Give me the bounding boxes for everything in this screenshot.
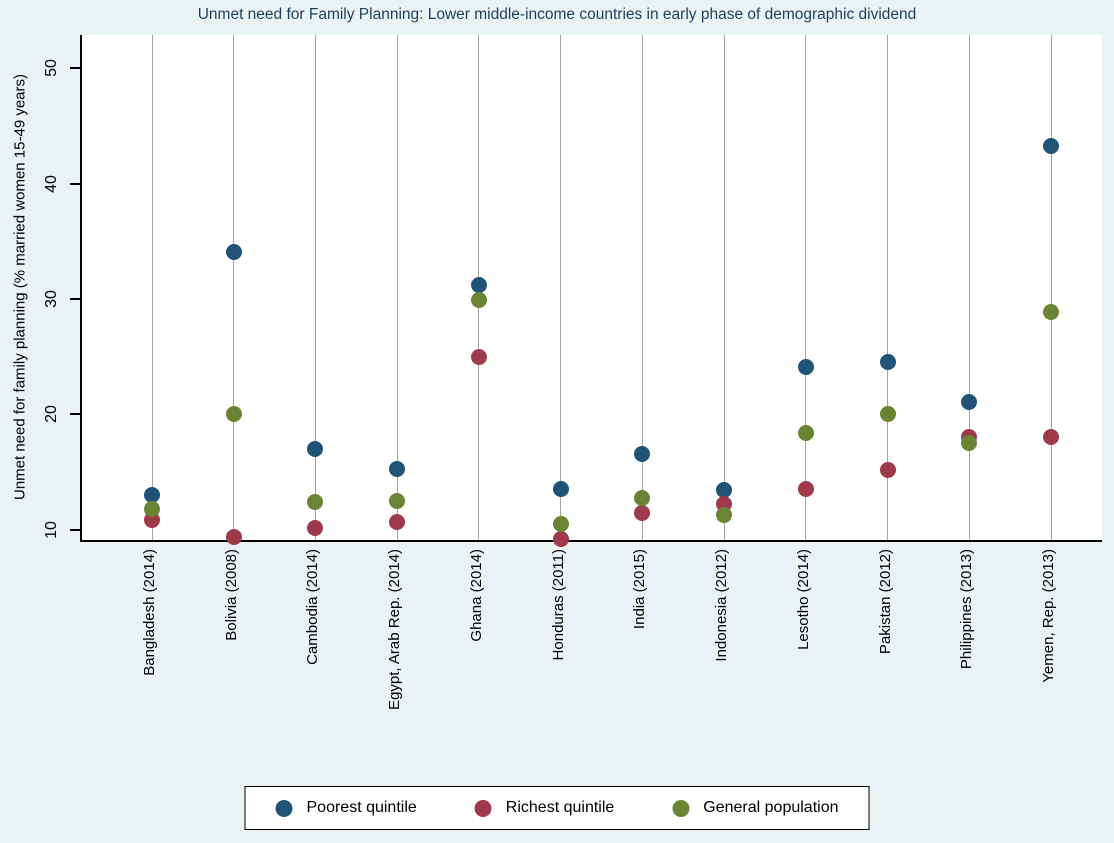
legend-label: General population bbox=[703, 799, 839, 816]
legend-item: General population bbox=[672, 799, 839, 817]
y-tick-label: 10 bbox=[43, 520, 60, 539]
x-category-label: Lesotho (2014) bbox=[794, 549, 812, 650]
y-tick-label: 20 bbox=[43, 405, 60, 424]
gridline bbox=[723, 35, 725, 540]
data-point bbox=[797, 481, 814, 498]
data-point bbox=[144, 512, 160, 529]
legend-label: Richest quintile bbox=[505, 799, 615, 816]
y-tick-label: 40 bbox=[43, 174, 60, 193]
y-axis-title: Unmet need for family planning (% marrie… bbox=[11, 73, 29, 501]
data-point bbox=[307, 520, 324, 537]
data-point bbox=[307, 493, 324, 510]
y-axis-tick bbox=[70, 528, 80, 531]
data-point bbox=[470, 292, 487, 309]
data-point bbox=[225, 243, 242, 260]
data-point bbox=[1043, 303, 1060, 320]
legend-swatch-icon bbox=[474, 799, 492, 817]
x-category-label: Philippines (2013) bbox=[958, 549, 976, 670]
y-axis-tick bbox=[70, 413, 80, 416]
y-axis-tick bbox=[70, 67, 80, 70]
data-point bbox=[634, 505, 651, 522]
x-category-label: Bolivia (2008) bbox=[222, 549, 240, 641]
gridline bbox=[151, 35, 153, 540]
data-point bbox=[1043, 137, 1060, 154]
gridline bbox=[887, 35, 889, 540]
data-point bbox=[879, 406, 896, 423]
data-point bbox=[1043, 429, 1060, 446]
x-category-label: India (2015) bbox=[631, 549, 649, 630]
x-category-label: Pakistan (2012) bbox=[876, 549, 894, 655]
legend-swatch-icon bbox=[672, 799, 690, 817]
data-point bbox=[225, 528, 242, 545]
data-point bbox=[552, 515, 569, 532]
legend-item: Richest quintile bbox=[474, 799, 615, 817]
data-point bbox=[552, 481, 569, 498]
data-point bbox=[225, 406, 242, 423]
legend: Poorest quintile Richest quintile General … bbox=[244, 786, 870, 830]
gridline bbox=[396, 35, 398, 540]
plot-area bbox=[80, 35, 1102, 547]
y-axis-tick bbox=[70, 182, 80, 185]
data-point bbox=[470, 277, 487, 294]
data-point bbox=[144, 500, 160, 517]
y-tick-label: 50 bbox=[43, 59, 60, 78]
data-point bbox=[634, 445, 651, 462]
data-point bbox=[797, 424, 814, 441]
x-category-label: Honduras (2011) bbox=[549, 549, 567, 661]
x-category-label: Cambodia (2014) bbox=[304, 549, 322, 665]
gridline bbox=[805, 35, 807, 540]
data-point bbox=[389, 513, 406, 530]
data-point bbox=[961, 435, 978, 452]
gridline bbox=[233, 35, 235, 540]
x-category-label: Bangladesh (2014) bbox=[141, 549, 158, 676]
data-point bbox=[470, 348, 487, 365]
x-category-label: Indonesia (2012) bbox=[713, 549, 731, 662]
data-point bbox=[307, 440, 324, 457]
gridline bbox=[968, 35, 970, 540]
data-point bbox=[879, 354, 896, 371]
data-point bbox=[716, 482, 733, 499]
gridline bbox=[1050, 35, 1052, 540]
legend-label: Poorest quintile bbox=[306, 799, 417, 816]
y-axis-tick bbox=[70, 298, 80, 301]
gridline bbox=[641, 35, 643, 540]
legend-swatch-icon bbox=[275, 799, 293, 817]
x-category-label: Yemen, Rep. (2013) bbox=[1040, 549, 1058, 683]
data-point bbox=[879, 461, 896, 478]
gridline bbox=[314, 35, 316, 540]
data-point bbox=[144, 487, 160, 504]
chart-title: Unmet need for Family Planning: Lower mi… bbox=[197, 6, 917, 23]
legend-item: Poorest quintile bbox=[275, 799, 417, 817]
data-point bbox=[797, 359, 814, 376]
data-point bbox=[961, 393, 978, 410]
data-point bbox=[389, 460, 406, 477]
data-point bbox=[389, 492, 406, 509]
data-point bbox=[634, 490, 651, 507]
data-point bbox=[552, 530, 569, 547]
y-tick-label: 30 bbox=[43, 290, 60, 308]
gridline bbox=[560, 35, 562, 540]
x-category-label: Ghana (2014) bbox=[467, 549, 485, 642]
data-point bbox=[716, 506, 733, 523]
x-category-label: Egypt, Arab Rep. (2014) bbox=[386, 549, 404, 710]
